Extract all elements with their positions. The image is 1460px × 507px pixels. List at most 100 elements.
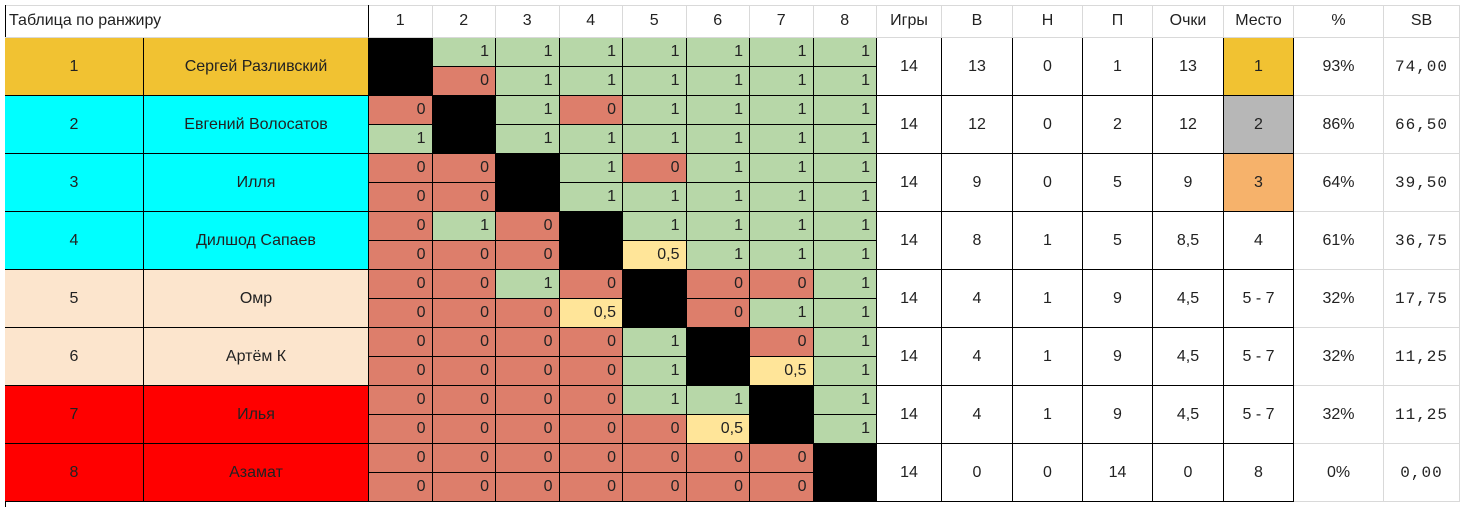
stat-header-5[interactable]: Место (1224, 5, 1294, 38)
result-cell[interactable]: 1 (750, 38, 814, 67)
result-cell[interactable]: 0 (623, 444, 687, 473)
result-cell[interactable]: 0 (686, 444, 750, 473)
result-cell[interactable]: 1 (686, 154, 750, 183)
column-header-6[interactable]: 6 (686, 5, 750, 38)
result-cell[interactable]: 0 (432, 154, 496, 183)
result-cell[interactable]: 0,5 (686, 415, 750, 444)
stat-header-7[interactable]: SB (1384, 5, 1460, 38)
stat-draws[interactable]: 1 (1013, 212, 1083, 270)
result-cell[interactable]: 1 (813, 96, 877, 125)
stat-points[interactable]: 0 (1153, 444, 1224, 502)
result-cell[interactable]: 1 (750, 241, 814, 270)
stat-wins[interactable]: 12 (942, 96, 1013, 154)
stat-losses[interactable]: 14 (1083, 444, 1153, 502)
player-name[interactable]: Илья (144, 386, 369, 444)
stat-place[interactable]: 5 - 7 (1224, 328, 1294, 386)
stat-draws[interactable]: 0 (1013, 38, 1083, 96)
stat-losses[interactable]: 5 (1083, 154, 1153, 212)
column-header-5[interactable]: 5 (623, 5, 687, 38)
stat-games[interactable]: 14 (877, 154, 942, 212)
result-cell[interactable]: 1 (559, 183, 623, 212)
result-cell[interactable]: 1 (686, 241, 750, 270)
stat-sb[interactable]: 17,75 (1384, 270, 1460, 328)
stat-wins[interactable]: 13 (942, 38, 1013, 96)
stat-draws[interactable]: 1 (1013, 386, 1083, 444)
stat-percent[interactable]: 32% (1294, 270, 1384, 328)
stat-points[interactable]: 4,5 (1153, 270, 1224, 328)
stat-place[interactable]: 1 (1224, 38, 1294, 96)
result-cell[interactable]: 0 (750, 270, 814, 299)
result-cell[interactable]: 1 (813, 270, 877, 299)
stat-header-6[interactable]: % (1294, 5, 1384, 38)
result-cell[interactable]: 1 (623, 67, 687, 96)
player-name[interactable]: Артём К (144, 328, 369, 386)
result-cell[interactable]: 0 (369, 386, 433, 415)
result-cell[interactable]: 0 (432, 473, 496, 502)
result-cell[interactable]: 0 (559, 386, 623, 415)
player-name[interactable]: Илля (144, 154, 369, 212)
self-cell[interactable] (813, 444, 877, 502)
stat-losses[interactable]: 2 (1083, 96, 1153, 154)
stat-sb[interactable]: 0,00 (1384, 444, 1460, 502)
table-title[interactable]: Таблица по ранжиру (5, 5, 369, 38)
result-cell[interactable]: 0 (496, 415, 560, 444)
result-cell[interactable]: 0 (559, 270, 623, 299)
stat-losses[interactable]: 9 (1083, 328, 1153, 386)
stat-wins[interactable]: 0 (942, 444, 1013, 502)
player-name[interactable]: Дилшод Сапаев (144, 212, 369, 270)
stat-losses[interactable]: 5 (1083, 212, 1153, 270)
stat-sb[interactable]: 39,50 (1384, 154, 1460, 212)
stat-games[interactable]: 14 (877, 328, 942, 386)
stat-percent[interactable]: 93% (1294, 38, 1384, 96)
stat-points[interactable]: 8,5 (1153, 212, 1224, 270)
stat-place[interactable]: 2 (1224, 96, 1294, 154)
result-cell[interactable]: 1 (813, 415, 877, 444)
stat-percent[interactable]: 64% (1294, 154, 1384, 212)
result-cell[interactable]: 1 (623, 183, 687, 212)
stat-wins[interactable]: 8 (942, 212, 1013, 270)
stat-percent[interactable]: 32% (1294, 328, 1384, 386)
stat-sb[interactable]: 74,00 (1384, 38, 1460, 96)
result-cell[interactable]: 0 (432, 444, 496, 473)
stat-losses[interactable]: 9 (1083, 270, 1153, 328)
result-cell[interactable]: 0 (369, 299, 433, 328)
stat-wins[interactable]: 4 (942, 270, 1013, 328)
column-header-8[interactable]: 8 (813, 5, 877, 38)
result-cell[interactable]: 1 (369, 125, 433, 154)
column-header-2[interactable]: 2 (432, 5, 496, 38)
result-cell[interactable]: 0 (559, 96, 623, 125)
result-cell[interactable]: 0 (369, 270, 433, 299)
result-cell[interactable]: 1 (559, 67, 623, 96)
result-cell[interactable]: 1 (686, 96, 750, 125)
result-cell[interactable]: 0 (369, 241, 433, 270)
result-cell[interactable]: 1 (750, 125, 814, 154)
result-cell[interactable]: 0 (559, 415, 623, 444)
result-cell[interactable]: 0 (432, 299, 496, 328)
result-cell[interactable]: 1 (813, 299, 877, 328)
result-cell[interactable]: 0 (496, 328, 560, 357)
stat-percent[interactable]: 32% (1294, 386, 1384, 444)
result-cell[interactable]: 1 (750, 154, 814, 183)
player-number[interactable]: 3 (5, 154, 144, 212)
stat-games[interactable]: 14 (877, 270, 942, 328)
self-cell[interactable] (432, 96, 496, 154)
result-cell[interactable]: 1 (813, 183, 877, 212)
stat-draws[interactable]: 0 (1013, 444, 1083, 502)
result-cell[interactable]: 1 (750, 183, 814, 212)
result-cell[interactable]: 0 (432, 357, 496, 386)
result-cell[interactable]: 1 (686, 125, 750, 154)
result-cell[interactable]: 1 (623, 357, 687, 386)
self-cell[interactable] (369, 38, 433, 96)
player-number[interactable]: 6 (5, 328, 144, 386)
result-cell[interactable]: 1 (813, 357, 877, 386)
player-name[interactable]: Омр (144, 270, 369, 328)
stat-points[interactable]: 13 (1153, 38, 1224, 96)
player-number[interactable]: 8 (5, 444, 144, 502)
self-cell[interactable] (496, 154, 560, 212)
stat-draws[interactable]: 0 (1013, 154, 1083, 212)
result-cell[interactable]: 1 (686, 212, 750, 241)
result-cell[interactable]: 0 (623, 415, 687, 444)
stat-header-2[interactable]: Н (1013, 5, 1083, 38)
result-cell[interactable]: 0 (496, 299, 560, 328)
result-cell[interactable]: 0 (686, 299, 750, 328)
